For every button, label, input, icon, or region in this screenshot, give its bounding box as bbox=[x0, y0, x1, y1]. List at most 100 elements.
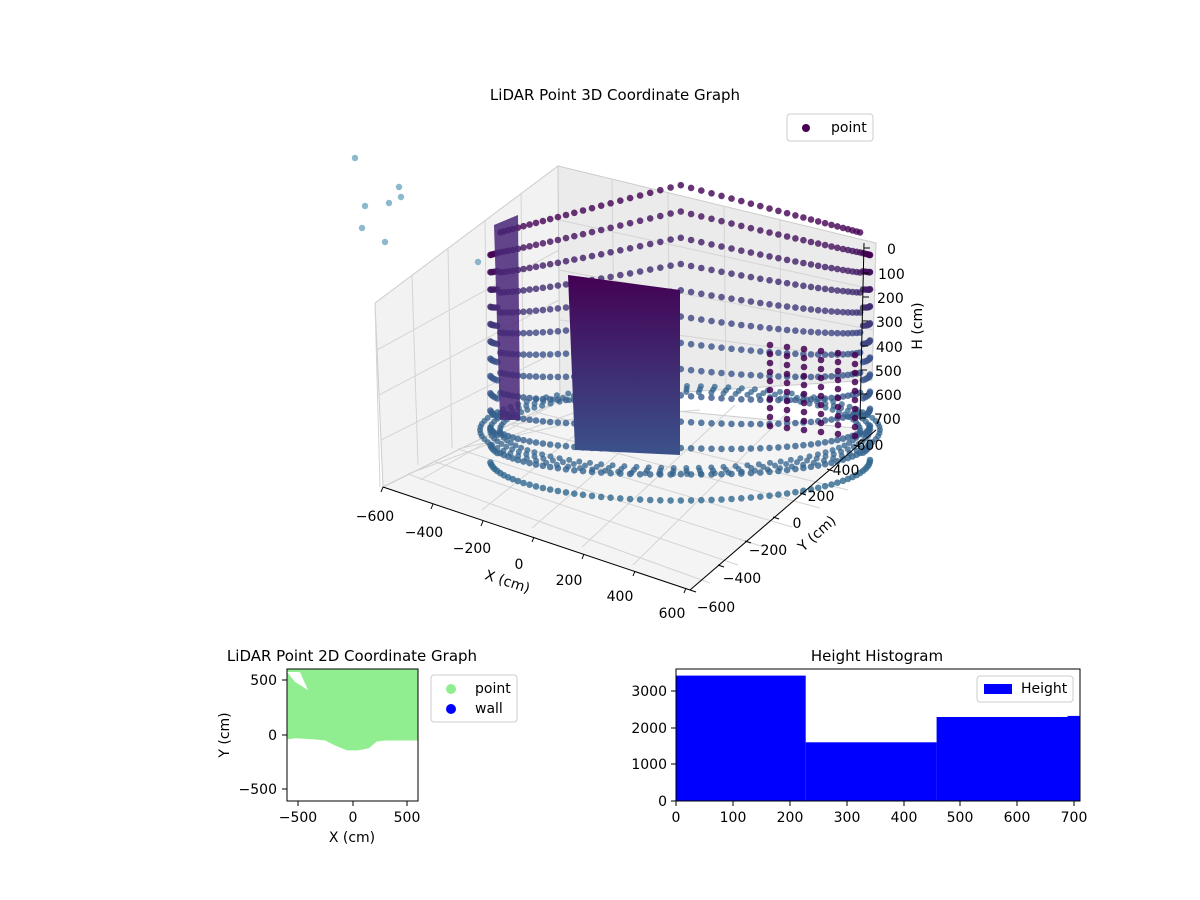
lidar-point bbox=[562, 350, 570, 358]
lidar-point bbox=[814, 284, 822, 292]
lidar-point bbox=[687, 288, 695, 296]
lidar-point bbox=[708, 292, 715, 299]
lidar-point bbox=[687, 393, 695, 400]
lidar-point bbox=[747, 273, 755, 281]
lidar-point bbox=[562, 211, 570, 219]
lidar-point bbox=[520, 436, 527, 444]
lidar-point bbox=[698, 445, 705, 452]
lidar-point bbox=[777, 458, 784, 465]
lidar-point bbox=[514, 435, 522, 443]
lidar-point bbox=[546, 306, 554, 313]
histogram-title: Height Histogram bbox=[811, 647, 943, 665]
lidar-point bbox=[636, 496, 644, 503]
x3d-tick: 400 bbox=[607, 589, 634, 605]
lidar-point bbox=[646, 496, 654, 504]
lidar-point bbox=[514, 477, 522, 485]
lidar-point bbox=[728, 395, 735, 403]
lidar-point bbox=[866, 405, 874, 413]
lidar-point bbox=[571, 232, 578, 240]
lidar-point bbox=[602, 467, 609, 474]
lidar-point bbox=[757, 493, 764, 501]
lidar-point bbox=[814, 462, 822, 469]
lidar-point bbox=[775, 254, 782, 262]
lidar-point bbox=[866, 303, 874, 310]
lidar-point bbox=[839, 435, 847, 443]
lidar-point bbox=[526, 438, 533, 445]
lidar-point bbox=[839, 245, 847, 253]
x3d-tick: −400 bbox=[405, 525, 443, 541]
lidar-point bbox=[554, 419, 562, 426]
z3d-tick: 700 bbox=[874, 412, 901, 428]
lidar-point bbox=[617, 495, 624, 502]
lidar-point bbox=[821, 307, 829, 315]
lidar-point bbox=[738, 247, 745, 254]
lidar-point bbox=[539, 418, 547, 425]
lidar-point bbox=[677, 234, 685, 242]
lidar-point bbox=[728, 320, 735, 328]
lidar-point bbox=[800, 461, 807, 468]
lidar-point bbox=[757, 251, 764, 258]
lidar-point bbox=[783, 397, 791, 405]
lidar-point bbox=[532, 263, 540, 271]
lidar-point bbox=[828, 351, 835, 359]
lidar-point bbox=[783, 406, 791, 414]
lidar-point bbox=[800, 282, 807, 290]
lidar-point bbox=[626, 219, 634, 227]
lidar-point bbox=[526, 221, 533, 228]
lidar-point bbox=[766, 422, 774, 430]
lidar-point bbox=[817, 428, 825, 436]
lidar-point bbox=[667, 262, 674, 270]
lidar-point bbox=[866, 268, 874, 276]
lidar-point bbox=[807, 261, 815, 268]
lidar-point bbox=[526, 243, 533, 250]
lidar-point bbox=[718, 496, 725, 503]
lidar-point bbox=[657, 212, 664, 220]
lidar-point bbox=[783, 209, 791, 217]
lidar-point bbox=[728, 270, 735, 278]
lidar-point bbox=[571, 256, 578, 263]
lidar-point bbox=[687, 497, 695, 504]
lidar-point bbox=[834, 223, 841, 230]
lidar-point bbox=[783, 379, 791, 387]
lidar-point bbox=[800, 354, 808, 362]
hist-y-tick: 2000 bbox=[631, 721, 667, 737]
legend-3d-box bbox=[786, 113, 874, 142]
lidar-point bbox=[718, 243, 725, 250]
x3d-tick: 0 bbox=[515, 557, 524, 573]
lidar-point bbox=[775, 278, 782, 286]
lidar-point bbox=[579, 207, 587, 214]
lidar-point bbox=[607, 224, 614, 232]
lidar-point bbox=[866, 388, 874, 396]
lidar-point bbox=[361, 202, 369, 210]
lidar-point bbox=[533, 396, 540, 403]
lidar-point bbox=[757, 420, 764, 428]
lidar-point bbox=[607, 200, 614, 207]
y3d-tick: 0 bbox=[793, 516, 802, 532]
lidar-point bbox=[628, 469, 635, 476]
lidar-point bbox=[767, 459, 773, 466]
z3d-tick: 400 bbox=[876, 340, 903, 356]
lidar-point bbox=[853, 447, 860, 454]
lidar-point bbox=[711, 470, 718, 477]
z3d-tick: 0 bbox=[887, 242, 896, 258]
lidar-point bbox=[747, 371, 755, 379]
hist-x-tick: 700 bbox=[1061, 810, 1088, 826]
lidar-point bbox=[834, 394, 842, 402]
lidar-point bbox=[747, 396, 755, 403]
hist-x-tick: 0 bbox=[672, 810, 681, 826]
lidar-point bbox=[728, 445, 735, 453]
plot-3d: LiDAR Point 3D Coordinate Graph bbox=[351, 86, 926, 622]
lidar-point bbox=[518, 444, 525, 451]
lidar-point bbox=[775, 444, 782, 451]
lidar-point bbox=[834, 403, 842, 411]
lidar-point bbox=[783, 233, 791, 240]
lidar-point bbox=[539, 217, 547, 225]
lidar-point bbox=[828, 243, 835, 250]
lidar-point bbox=[751, 467, 758, 474]
lidar-point bbox=[728, 245, 735, 252]
lidar-point bbox=[794, 394, 800, 401]
lidar-point bbox=[787, 456, 794, 463]
ticks-2d bbox=[282, 679, 408, 806]
lidar-point bbox=[834, 412, 842, 420]
lidar-point bbox=[728, 295, 735, 303]
